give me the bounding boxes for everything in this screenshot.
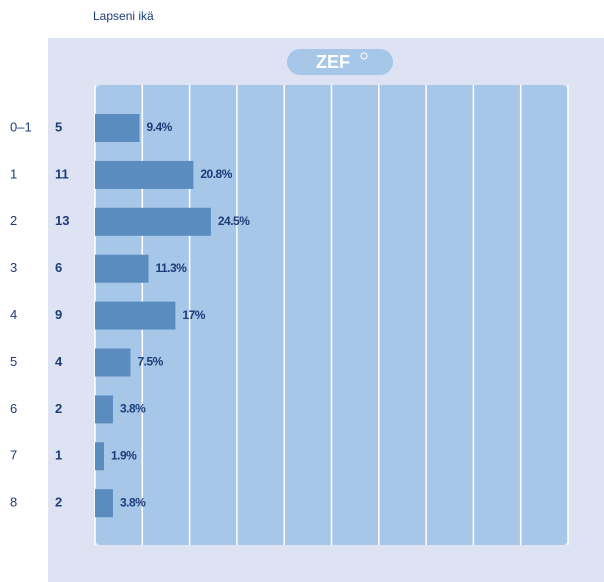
chart-title: Lapseni ikä: [93, 9, 154, 23]
count-label: 2: [55, 401, 62, 416]
bar: [95, 489, 113, 518]
value-label: 20.8%: [200, 167, 232, 181]
value-label: 9.4%: [146, 120, 172, 134]
category-label: 8: [10, 495, 17, 510]
bar: [95, 114, 140, 142]
category-label: 2: [10, 213, 17, 228]
count-label: 9: [55, 307, 62, 322]
value-label: 7.5%: [137, 355, 163, 369]
bar: [95, 442, 104, 471]
category-label: 7: [10, 448, 17, 463]
bar: [95, 254, 149, 283]
value-label: 17%: [182, 308, 205, 322]
value-label: 1.9%: [111, 448, 137, 462]
category-label: 0–1: [10, 119, 32, 134]
value-label: 11.3%: [155, 261, 187, 275]
logo: ZEF: [316, 52, 350, 72]
count-label: 13: [55, 213, 69, 228]
value-label: 24.5%: [218, 214, 250, 228]
count-label: 5: [55, 119, 62, 134]
value-label: 3.8%: [120, 402, 146, 416]
count-label: 11: [55, 166, 69, 181]
category-label: 3: [10, 260, 17, 275]
value-label: 3.8%: [120, 495, 146, 509]
count-label: 1: [55, 448, 62, 463]
count-label: 2: [55, 495, 62, 510]
category-label: 1: [10, 166, 17, 181]
bar: [95, 207, 211, 236]
bar: [95, 301, 176, 330]
bar: [95, 348, 131, 377]
category-label: 4: [10, 307, 17, 322]
count-label: 6: [55, 260, 62, 275]
logo-mark: [360, 52, 368, 60]
count-label: 4: [55, 354, 63, 369]
bar: [95, 160, 194, 189]
category-label: 6: [10, 401, 17, 416]
bar: [95, 395, 113, 424]
category-label: 5: [10, 354, 17, 369]
